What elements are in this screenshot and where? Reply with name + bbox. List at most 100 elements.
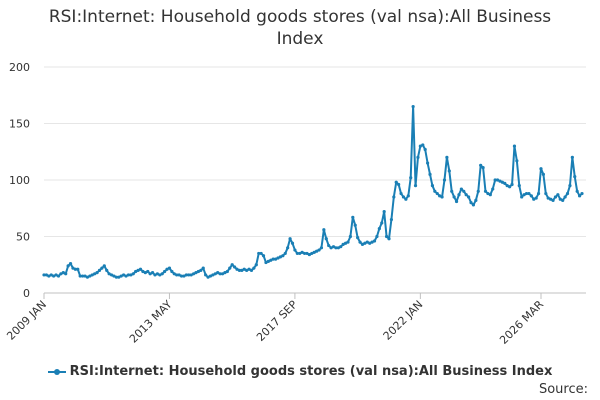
- data-point: [97, 268, 102, 272]
- data-point: [160, 272, 164, 276]
- data-point: [387, 237, 391, 241]
- data-point: [348, 234, 352, 239]
- data-point: [146, 269, 150, 274]
- data-point: [100, 266, 104, 270]
- y-tick-label: 200: [9, 61, 30, 74]
- data-point: [298, 251, 302, 256]
- data-point: [302, 251, 307, 256]
- data-point: [329, 246, 333, 250]
- data-point: [220, 272, 225, 276]
- data-point: [573, 175, 577, 179]
- data-point: [495, 178, 500, 182]
- data-point: [49, 273, 53, 277]
- data-point: [78, 274, 82, 278]
- data-point: [558, 197, 562, 201]
- data-point: [163, 269, 167, 274]
- data-point: [199, 268, 203, 272]
- data-point: [90, 273, 94, 277]
- data-point: [315, 249, 319, 253]
- data-point: [153, 273, 157, 277]
- chart-title-line-2: Index: [276, 29, 324, 49]
- data-point: [122, 273, 126, 277]
- data-point: [409, 176, 413, 180]
- data-point: [474, 198, 478, 202]
- legend-series-label: RSI:Internet: Household goods stores (va…: [69, 364, 553, 379]
- legend: RSI:Internet: Household goods stores (va…: [0, 364, 600, 379]
- data-point: [471, 203, 476, 207]
- x-tick-label: 2009 JAN: [4, 298, 49, 343]
- data-point: [271, 257, 275, 261]
- data-point: [491, 187, 495, 191]
- data-point: [522, 193, 526, 197]
- data-point: [561, 198, 565, 202]
- data-point: [541, 172, 546, 176]
- x-tick-label: 2022 JAN: [381, 298, 426, 343]
- data-point: [339, 245, 343, 249]
- data-point: [124, 274, 128, 278]
- data-point: [375, 234, 379, 239]
- data-point: [527, 191, 531, 196]
- data-point: [549, 197, 553, 201]
- data-point: [93, 272, 97, 276]
- data-point: [334, 246, 338, 250]
- data-point: [551, 198, 555, 202]
- data-point: [382, 210, 386, 214]
- data-point: [208, 274, 213, 278]
- data-point: [351, 215, 355, 219]
- data-point: [440, 195, 444, 199]
- chart-title-line-1: RSI:Internet: Household goods stores (va…: [48, 7, 552, 27]
- data-point: [346, 240, 350, 244]
- data-point: [317, 248, 321, 252]
- data-point: [457, 193, 461, 197]
- data-point: [264, 260, 268, 265]
- data-point: [524, 191, 529, 196]
- data-point: [85, 275, 90, 279]
- data-point: [66, 264, 70, 268]
- data-point: [73, 267, 77, 271]
- x-tick-label: 2013 MAY: [127, 298, 175, 346]
- data-point: [286, 246, 290, 250]
- data-point: [167, 266, 172, 270]
- data-point: [158, 273, 162, 277]
- data-point: [416, 155, 420, 159]
- data-point: [510, 182, 514, 187]
- data-point: [377, 226, 381, 231]
- chart-title: RSI:Internet: Household goods stores (va…: [0, 6, 600, 50]
- data-point: [141, 269, 145, 274]
- x-axis: 2009 JAN 2013 MAY 2017 SEP 2022 JAN 2026 MAR: [4, 292, 586, 347]
- data-point: [413, 184, 418, 188]
- data-point: [138, 267, 143, 271]
- data-point: [293, 248, 297, 252]
- data-point: [493, 178, 497, 182]
- data-point: [95, 271, 99, 275]
- data-point: [218, 272, 222, 276]
- data-point: [259, 251, 263, 256]
- data-point: [433, 189, 437, 193]
- data-point: [252, 266, 256, 270]
- y-tick-label: 100: [9, 174, 30, 187]
- data-point: [59, 272, 63, 276]
- data-point: [117, 275, 121, 279]
- data-point: [136, 268, 140, 272]
- data-point: [189, 273, 193, 277]
- data-point: [464, 193, 468, 197]
- data-point: [565, 191, 570, 196]
- y-tick-label: 150: [9, 118, 30, 131]
- data-point: [327, 243, 331, 248]
- data-point: [479, 163, 483, 167]
- data-point: [544, 191, 548, 196]
- data-point: [356, 236, 360, 240]
- data-point: [503, 181, 507, 185]
- data-point: [447, 169, 451, 173]
- data-point: [363, 241, 367, 245]
- data-point: [505, 184, 509, 188]
- y-tick-label: 0: [23, 287, 30, 300]
- data-point: [216, 271, 220, 275]
- data-point: [245, 268, 249, 272]
- data-point: [175, 273, 179, 277]
- data-point: [269, 258, 273, 262]
- data-point: [131, 272, 135, 276]
- data-point: [469, 201, 473, 205]
- data-point: [401, 195, 406, 199]
- data-point: [247, 267, 251, 271]
